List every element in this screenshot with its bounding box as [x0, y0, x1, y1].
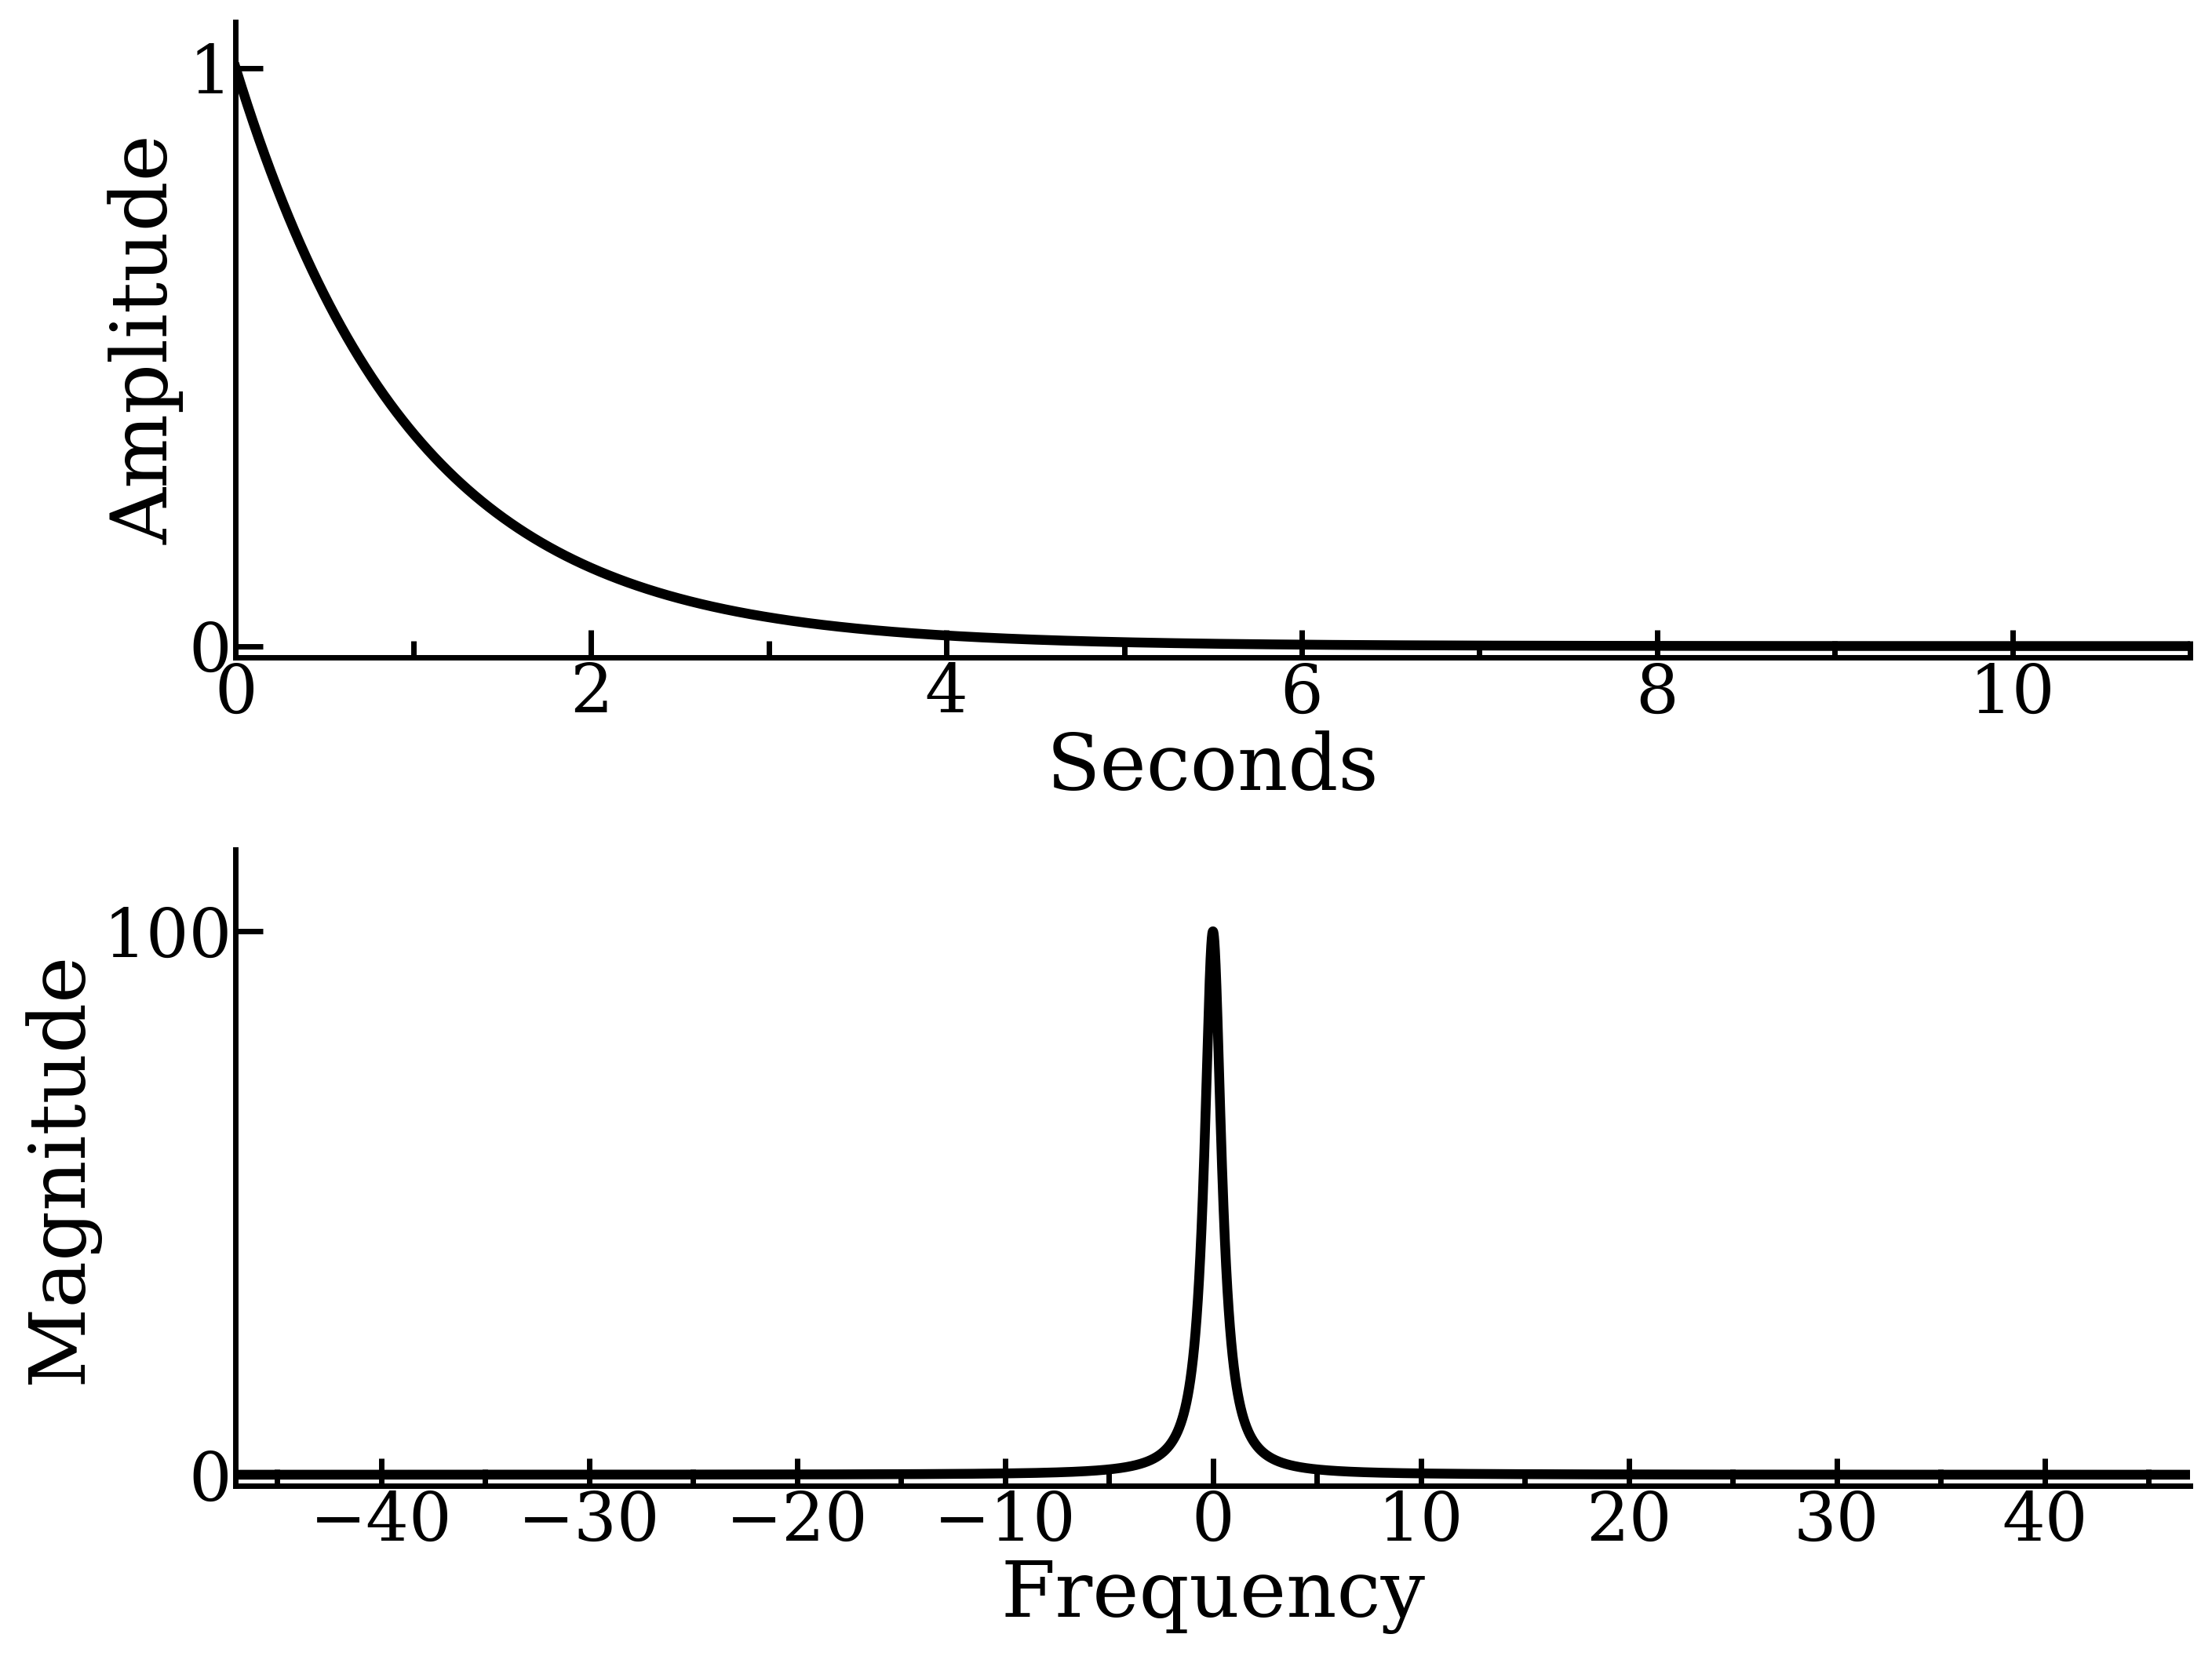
Y-axis label: Magnitude: Magnitude — [22, 952, 100, 1384]
Y-axis label: Amplitude: Amplitude — [108, 134, 184, 545]
X-axis label: Frequency: Frequency — [1000, 1558, 1425, 1634]
X-axis label: Seconds: Seconds — [1046, 730, 1378, 806]
